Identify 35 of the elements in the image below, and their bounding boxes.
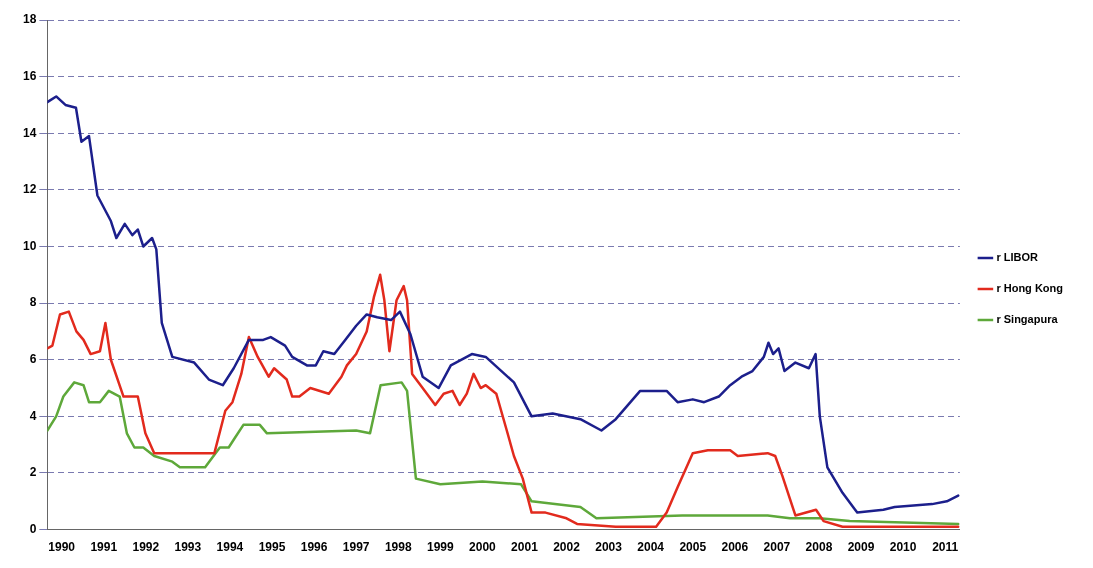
x-tick-label: 1993 <box>174 540 202 555</box>
x-tick-label: 2001 <box>511 540 539 555</box>
x-tick-label: 2000 <box>469 540 497 555</box>
x-tick-label: 2009 <box>847 540 875 555</box>
x-tick-label: 2008 <box>805 540 833 555</box>
x-tick-label: 2011 <box>932 540 959 555</box>
y-tick-label: 6 <box>29 352 37 367</box>
y-tick-label: 0 <box>29 521 37 536</box>
x-tick-label: 2005 <box>679 540 707 555</box>
x-tick-label: 2010 <box>889 540 917 555</box>
legend-label: r Hong Kong <box>996 282 1064 295</box>
x-tick-label: 1995 <box>258 540 286 555</box>
legend-label: r LIBOR <box>996 251 1039 264</box>
x-tick-label: 2007 <box>763 540 791 555</box>
x-tick-label: 1990 <box>48 540 76 555</box>
x-tick-label: 1994 <box>216 540 244 555</box>
x-tick-label: 2004 <box>637 540 665 555</box>
x-tick-label: 2003 <box>595 540 623 555</box>
legend-label: r Singapura <box>996 313 1059 326</box>
y-tick-label: 16 <box>22 68 37 83</box>
x-tick-label: 2002 <box>553 540 581 555</box>
y-tick-label: 12 <box>22 182 37 197</box>
x-tick-label: 1998 <box>384 540 412 555</box>
y-tick-label: 10 <box>22 238 37 253</box>
y-tick-label: 4 <box>29 408 37 423</box>
x-tick-label: 1992 <box>132 540 160 555</box>
x-tick-label: 1991 <box>90 540 118 555</box>
y-tick-label: 8 <box>29 295 37 310</box>
x-tick-label: 1997 <box>342 540 370 555</box>
x-tick-label: 1996 <box>300 540 328 555</box>
y-tick-label: 18 <box>22 12 37 27</box>
x-tick-label: 1999 <box>426 540 454 555</box>
y-tick-label: 14 <box>22 125 37 140</box>
y-tick-label: 2 <box>29 465 37 480</box>
x-tick-label: 2006 <box>721 540 749 555</box>
